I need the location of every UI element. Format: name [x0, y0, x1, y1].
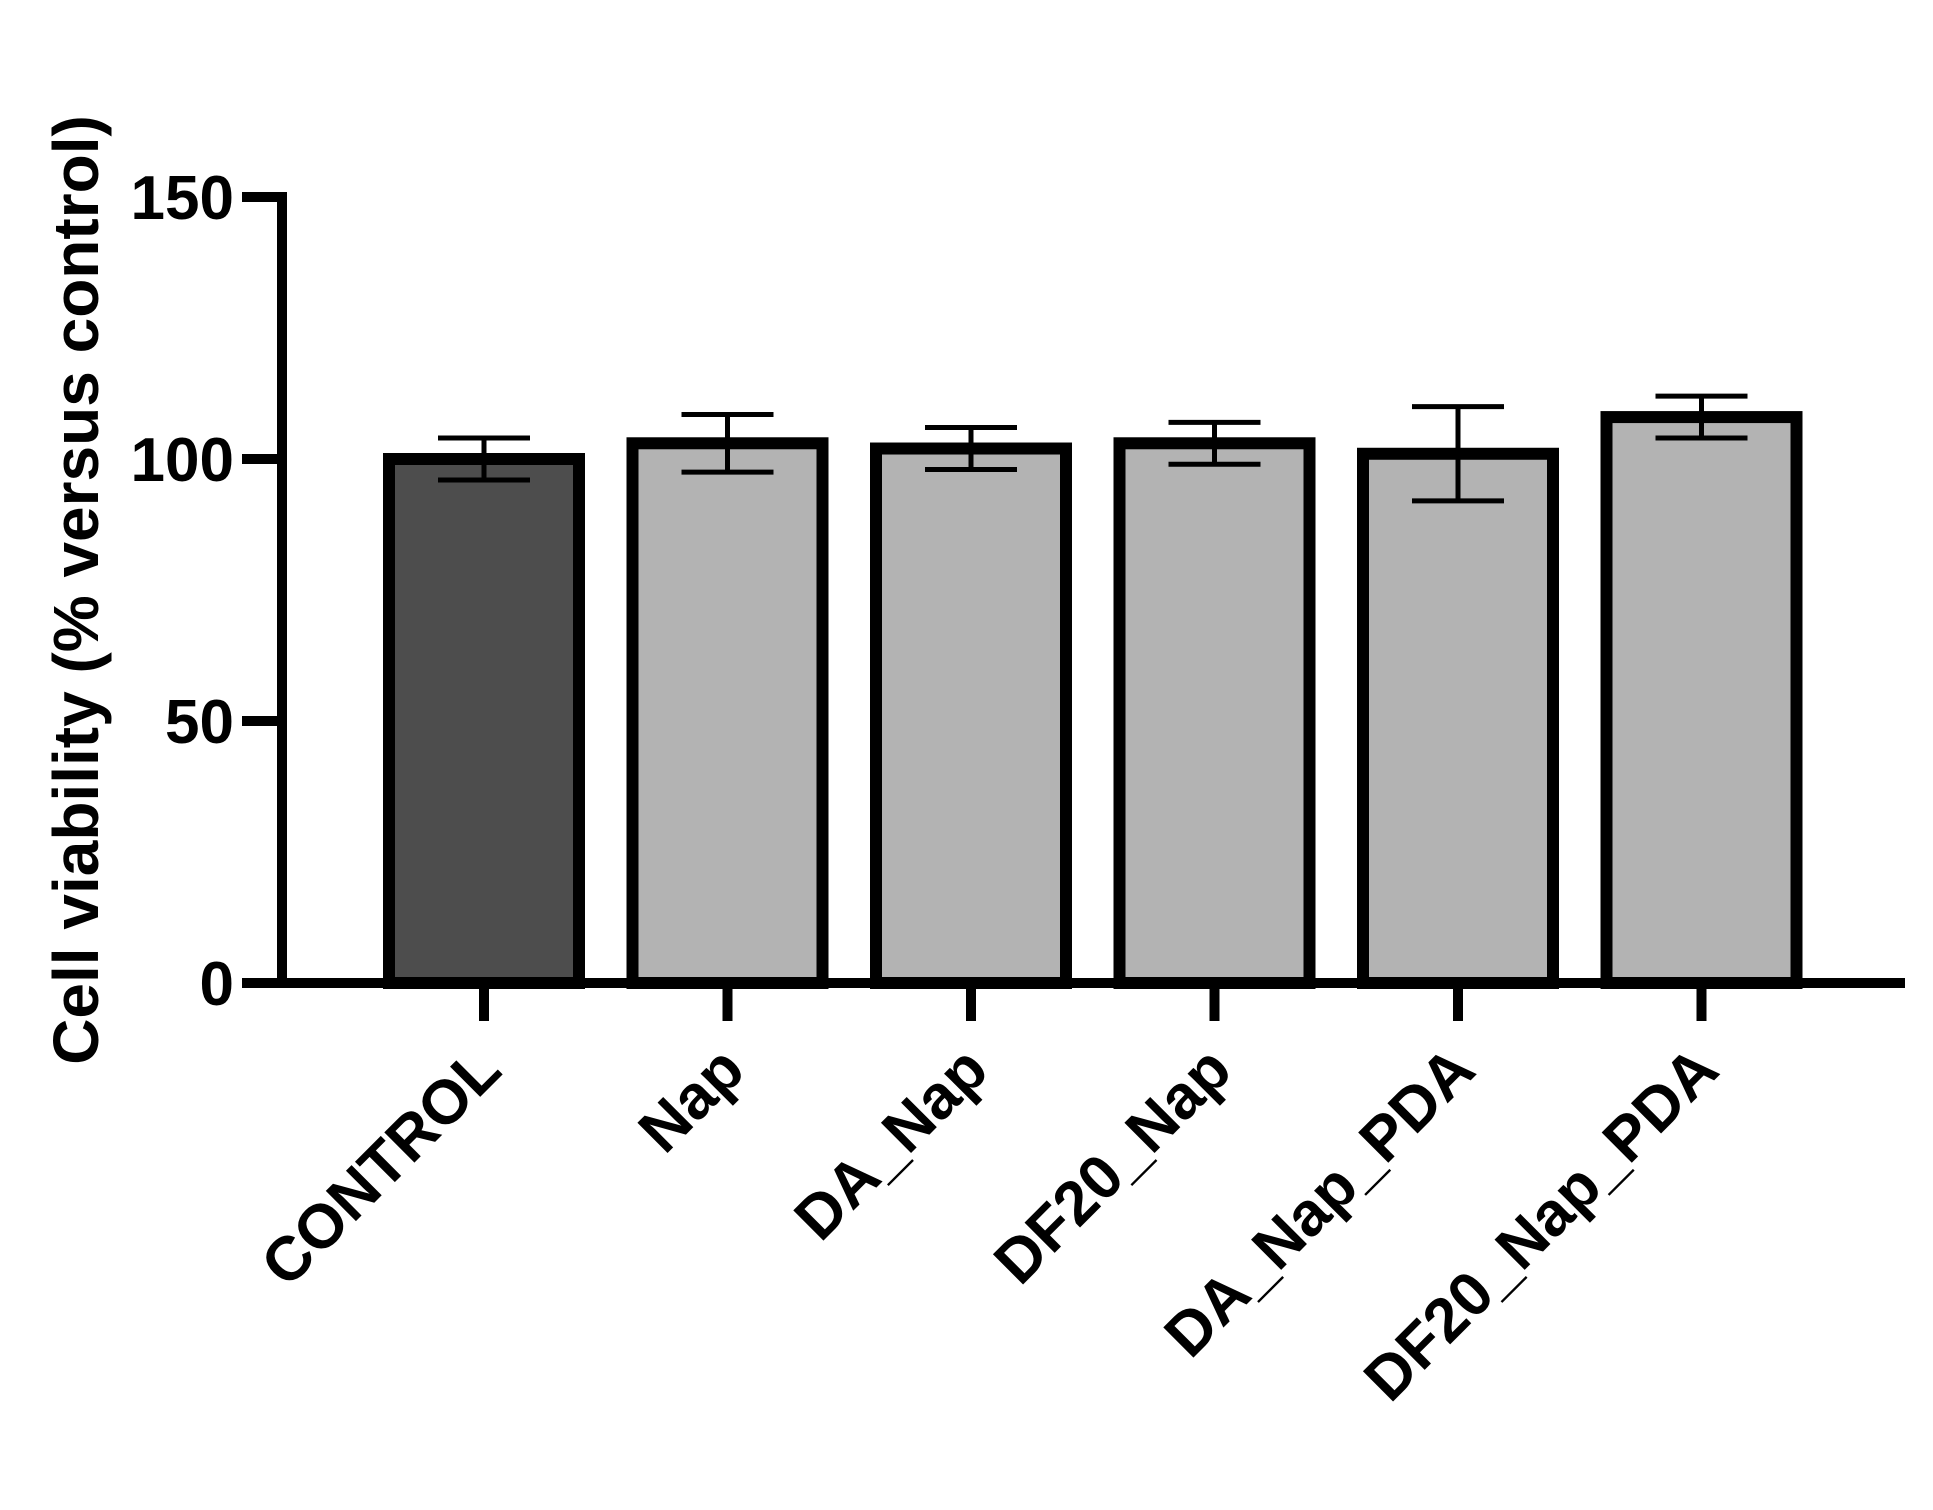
bar-nap [626, 437, 829, 989]
bar-df20-nap [1113, 437, 1316, 989]
x-tick-label-da-nap: DA_Nap [782, 1034, 1001, 1253]
y-tick-label-50: 50 [165, 688, 234, 757]
error-bars-layer [438, 393, 1748, 504]
y-tick-label-100: 100 [131, 426, 234, 495]
bar-control [383, 453, 585, 989]
axes-layer [242, 192, 1905, 1021]
y-tick-label-0: 0 [200, 950, 234, 1019]
x-tick-label-control: CONTROL [248, 1034, 514, 1300]
bars-layer [383, 411, 1803, 989]
y-tick-label-150: 150 [131, 164, 234, 233]
bar-df20-nap-pda [1600, 411, 1803, 989]
y-axis-title: Cell viability (% versus control) [40, 115, 112, 1065]
bar-da-nap-pda [1357, 447, 1559, 989]
bar-da-nap [870, 442, 1072, 989]
x-tick-label-df20-nap: DF20_Nap [981, 1034, 1244, 1297]
x-tick-label-nap: Nap [626, 1034, 758, 1166]
